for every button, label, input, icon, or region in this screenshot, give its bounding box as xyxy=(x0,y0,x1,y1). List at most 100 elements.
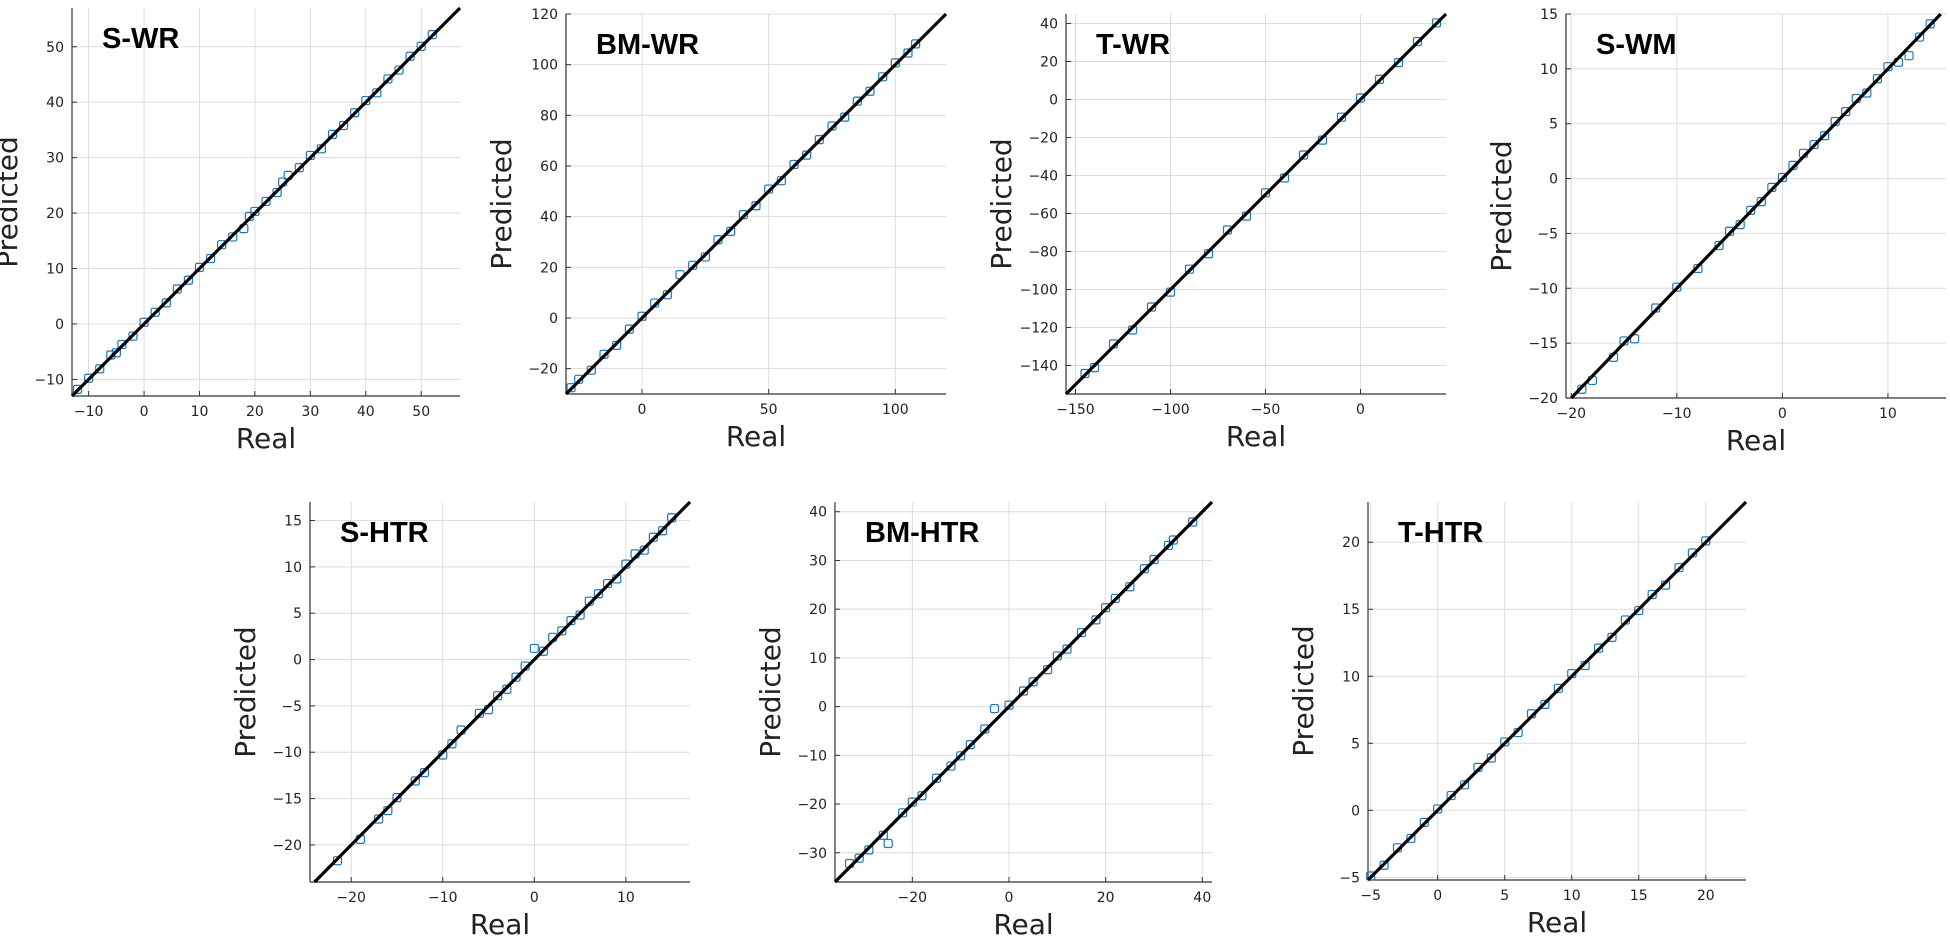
y-tick-label: −10 xyxy=(1528,281,1558,297)
y-tick-label: −10 xyxy=(797,748,827,764)
y-tick-label: 0 xyxy=(1351,803,1360,819)
data-point xyxy=(1540,699,1550,710)
data-point xyxy=(1298,150,1309,160)
data-point xyxy=(1607,632,1617,642)
y-tick-label: −80 xyxy=(1028,245,1058,261)
data-point xyxy=(1260,188,1271,198)
y-tick-label: −15 xyxy=(1528,336,1558,352)
data-point xyxy=(117,339,127,350)
data-point xyxy=(1062,644,1072,654)
data-point xyxy=(361,95,371,106)
data-point xyxy=(624,324,634,334)
data-point xyxy=(139,317,149,327)
x-tick-label: 0 xyxy=(140,404,149,420)
x-axis-label: Real xyxy=(993,908,1053,941)
x-tick-label: 50 xyxy=(760,402,778,418)
data-point xyxy=(416,41,426,51)
data-point xyxy=(1355,93,1366,103)
panel-title: S-HTR xyxy=(340,517,429,549)
x-tick-label: −10 xyxy=(74,404,104,420)
y-axis-label: Predicted xyxy=(1287,625,1320,756)
x-tick-label: 10 xyxy=(191,404,209,420)
data-point xyxy=(1486,753,1496,763)
y-tick-label: 0 xyxy=(818,700,827,716)
data-point xyxy=(1188,517,1198,527)
data-point xyxy=(1149,554,1159,565)
x-tick-label: −150 xyxy=(1056,402,1094,418)
y-axis-label: Predicted xyxy=(0,136,24,267)
data-point xyxy=(1028,677,1038,687)
data-point xyxy=(1714,240,1724,251)
y-axis-label: Predicted xyxy=(754,626,787,757)
data-point xyxy=(865,86,875,96)
x-tick-label: −20 xyxy=(1557,406,1587,422)
data-point xyxy=(1146,302,1157,312)
data-point xyxy=(1553,683,1563,693)
x-axis-label: Real xyxy=(236,422,296,455)
chart-panel-t-htr: −5 0 5 10 15 20 −5 0 5 10 15 20 T-HTR Real Predicted xyxy=(1287,500,1748,939)
identity-line xyxy=(313,500,692,884)
data-point xyxy=(956,751,966,761)
y-tick-label: 5 xyxy=(1351,736,1360,752)
data-point xyxy=(1925,19,1935,29)
data-point xyxy=(878,72,888,82)
data-point xyxy=(946,761,956,771)
data-point xyxy=(1091,615,1101,625)
data-point xyxy=(194,262,205,273)
x-tick-label: 15 xyxy=(1630,888,1648,904)
x-tick-label: 20 xyxy=(246,404,264,420)
data-point xyxy=(1459,780,1470,790)
identity-line xyxy=(1570,12,1942,400)
chart-panel-t-wr: −150 −100 −50 0 −140 −120 −100 −80 −60 −40 −20 0 20 4… xyxy=(985,12,1448,453)
data-point xyxy=(917,791,927,801)
x-tick-label: 20 xyxy=(1097,890,1115,906)
y-tick-label: −5 xyxy=(1339,870,1360,886)
identity-line xyxy=(564,12,948,396)
data-point xyxy=(1379,860,1389,870)
data-point xyxy=(1419,817,1429,827)
y-tick-label: −15 xyxy=(272,792,302,808)
data-point xyxy=(557,626,567,636)
data-point xyxy=(111,348,121,358)
data-point xyxy=(989,703,1000,714)
x-tick-label: 100 xyxy=(882,402,909,418)
panel-title: T-HTR xyxy=(1398,517,1483,549)
data-point xyxy=(931,773,942,783)
y-tick-label: 5 xyxy=(1549,117,1558,133)
y-tick-label: −30 xyxy=(797,846,827,862)
data-point xyxy=(789,159,799,170)
x-tick-label: 0 xyxy=(1005,890,1014,906)
data-point xyxy=(150,307,160,317)
y-tick-label: −5 xyxy=(1537,226,1558,242)
data-point xyxy=(383,74,393,84)
y-tick-label: −20 xyxy=(528,362,558,378)
data-point xyxy=(1412,36,1423,47)
y-tick-label: 80 xyxy=(540,108,558,124)
data-point xyxy=(272,187,282,198)
data-point xyxy=(1139,564,1149,574)
y-tick-label: 40 xyxy=(46,95,64,111)
data-point xyxy=(1433,804,1443,814)
data-point xyxy=(350,108,360,118)
data-point xyxy=(1446,790,1456,801)
data-point xyxy=(1777,172,1787,183)
x-tick-label: 10 xyxy=(1879,406,1897,422)
x-tick-label: −20 xyxy=(336,890,366,906)
x-axis-label: Real xyxy=(1226,420,1286,453)
x-tick-label: −10 xyxy=(1662,406,1692,422)
y-tick-label: 40 xyxy=(1040,17,1058,33)
data-point xyxy=(1915,32,1925,42)
data-point xyxy=(1366,871,1376,881)
data-point xyxy=(1630,334,1640,344)
data-point xyxy=(1374,74,1385,84)
x-tick-label: 5 xyxy=(1500,888,1509,904)
y-axis-label: Predicted xyxy=(1485,140,1518,271)
y-tick-label: −40 xyxy=(1028,169,1058,185)
x-axis-label: Real xyxy=(726,420,786,453)
data-point xyxy=(128,331,138,341)
y-tick-label: 60 xyxy=(540,159,558,175)
data-point xyxy=(205,253,216,264)
y-tick-label: −60 xyxy=(1028,207,1058,223)
panel-title: T-WR xyxy=(1096,29,1170,61)
